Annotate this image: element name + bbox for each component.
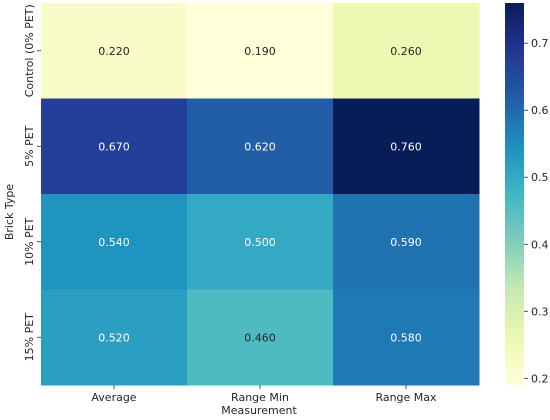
heatmap-cells — [41, 3, 480, 386]
heatmap-cell — [41, 3, 188, 99]
colorbar-tick-label: 0.6 — [531, 104, 549, 117]
cell-value-label: 0.190 — [244, 45, 276, 58]
heatmap-cell — [333, 3, 480, 99]
cell-value-label: 0.460 — [244, 331, 276, 344]
x-axis-ticks: Average Range Min Range Max — [91, 385, 437, 404]
cell-value-label: 0.520 — [98, 331, 130, 344]
cell-value-label: 0.220 — [98, 45, 130, 58]
cell-value-label: 0.580 — [390, 331, 422, 344]
cell-value-label: 0.620 — [244, 140, 276, 153]
x-axis-label: Measurement — [221, 404, 297, 417]
y-tick-label: 10% PET — [23, 217, 36, 266]
y-axis-label: Brick Type — [3, 184, 16, 241]
heatmap-cell — [187, 289, 334, 386]
cell-value-label: 0.670 — [98, 140, 130, 153]
x-tick-label: Range Max — [375, 391, 437, 404]
colorbar-tick-label: 0.2 — [531, 372, 549, 385]
y-tick-label: Control (0% PET) — [23, 4, 36, 97]
y-axis-ticks: Control (0% PET) 5% PET 10% PET 15% PET — [23, 4, 41, 361]
heatmap-cell — [41, 289, 188, 386]
cell-value-label: 0.260 — [390, 45, 422, 58]
heatmap-cell — [187, 194, 334, 290]
colorbar-ticks: 0.2 0.3 0.4 0.5 0.6 0.7 — [524, 37, 549, 385]
colorbar-tick-label: 0.5 — [531, 171, 549, 184]
colorbar-tick-label: 0.4 — [531, 238, 549, 251]
heatmap-cell — [333, 289, 480, 386]
colorbar-tick-label: 0.7 — [531, 37, 549, 50]
heatmap-cell — [41, 194, 188, 290]
cell-value-label: 0.500 — [244, 236, 276, 249]
heatmap-cell-labels: 0.220 0.190 0.260 0.670 0.620 0.760 0.540 0.500… — [98, 45, 422, 345]
colorbar-gradient — [505, 3, 524, 385]
heatmap-cell — [187, 3, 334, 99]
heatmap-cell — [187, 98, 334, 195]
heatmap-cell — [333, 98, 480, 195]
colorbar: 0.2 0.3 0.4 0.5 0.6 0.7 — [505, 3, 549, 385]
cell-value-label: 0.590 — [390, 236, 422, 249]
y-tick-label: 15% PET — [23, 313, 36, 362]
x-tick-label: Range Min — [231, 391, 289, 404]
x-tick-label: Average — [91, 391, 136, 404]
heatmap-cell — [333, 194, 480, 290]
heatmap-cell — [41, 98, 188, 195]
y-tick-label: 5% PET — [23, 125, 36, 167]
cell-value-label: 0.540 — [98, 236, 130, 249]
cell-value-label: 0.760 — [390, 140, 422, 153]
colorbar-tick-label: 0.3 — [531, 305, 549, 318]
